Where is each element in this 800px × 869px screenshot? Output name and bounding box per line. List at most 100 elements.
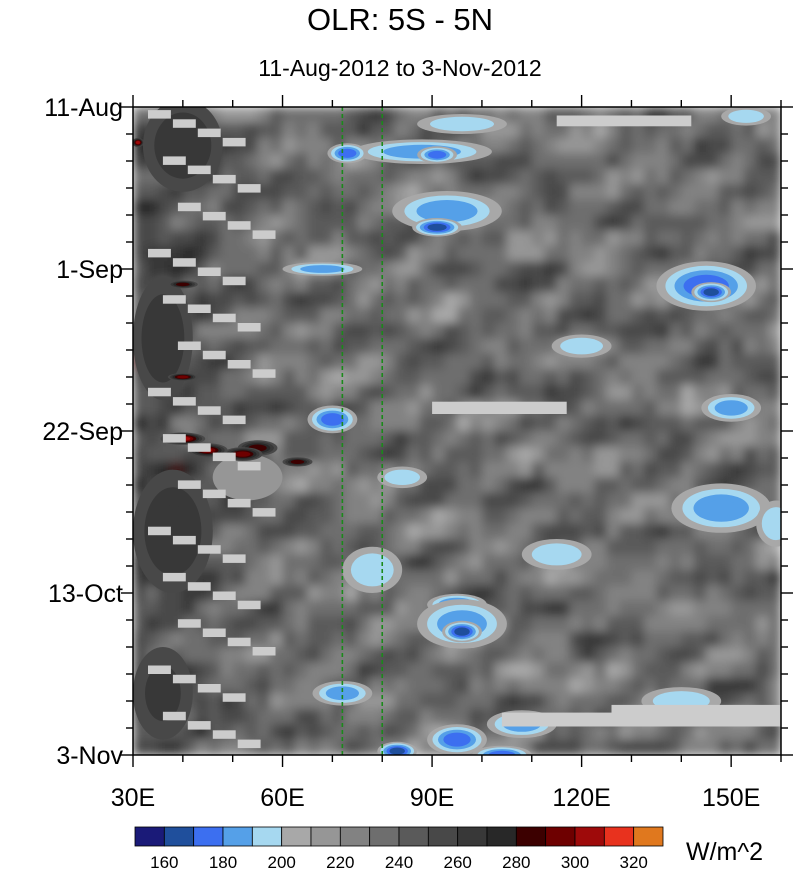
field-cell (768, 122, 781, 139)
contour-shell (442, 119, 482, 129)
field-cell (133, 215, 147, 232)
field-cell (756, 245, 770, 262)
field-cell (581, 693, 595, 710)
field-cell (606, 353, 620, 370)
field-cell (544, 230, 558, 247)
missing-block (148, 526, 171, 536)
field-cell (556, 168, 570, 185)
field-cell (506, 415, 520, 432)
field-cell (332, 168, 346, 185)
convective-cell (282, 457, 313, 467)
field-cell (494, 353, 508, 370)
field-cell (394, 261, 408, 278)
field-cell (295, 137, 309, 154)
field-cell (481, 184, 495, 201)
field-cell (257, 677, 271, 694)
field-cell (369, 245, 383, 262)
field-cell (519, 647, 533, 664)
field-cell (581, 353, 595, 370)
field-cell (619, 415, 633, 432)
field-cell (332, 338, 346, 355)
field-cell (369, 616, 383, 633)
field-cell (656, 508, 670, 525)
field-cell (606, 153, 620, 170)
convective-cell (721, 107, 771, 126)
contour-shell (767, 513, 781, 534)
field-cell (444, 384, 458, 401)
field-cell (133, 400, 147, 417)
field-cell (481, 554, 495, 571)
field-cell (481, 415, 495, 432)
field-cell (756, 215, 770, 232)
field-cell (133, 724, 147, 741)
field-cell (319, 338, 333, 355)
field-cell (220, 600, 234, 617)
y-tick-label: 3-Nov (56, 742, 123, 770)
field-cell (270, 276, 284, 293)
axes: 30E 60E 90E 120E 150E11-Aug1-Sep22-Sep13-Oct… (42, 94, 793, 812)
field-cell (432, 415, 446, 432)
field-cell (145, 261, 159, 278)
field-cell (506, 307, 520, 324)
field-cell (581, 307, 595, 324)
field-cell (756, 323, 770, 340)
field-cell (270, 523, 284, 540)
field-cell (257, 631, 271, 648)
field-cell (531, 307, 545, 324)
field-cell (257, 261, 271, 278)
field-cell (407, 353, 421, 370)
field-cell (693, 446, 707, 463)
field-cell (531, 523, 545, 540)
field-cell (195, 600, 209, 617)
field-cell (668, 523, 682, 540)
field-cell (394, 245, 408, 262)
field-cell (457, 276, 471, 293)
missing-block (172, 119, 196, 128)
field-cell (706, 107, 720, 124)
field-cell (232, 199, 246, 216)
convective-cell (133, 276, 193, 401)
field-cell (731, 461, 745, 478)
field-cell (756, 477, 770, 494)
field-cell (419, 569, 433, 586)
field-cell (681, 724, 695, 741)
field-cell (182, 384, 196, 401)
field-cell (631, 492, 645, 509)
field-cell (768, 261, 781, 278)
field-cell (332, 708, 346, 725)
field-cell (394, 677, 408, 694)
field-cell (419, 276, 433, 293)
field-cell (307, 338, 321, 355)
field-cell (257, 137, 271, 154)
field-cell (506, 492, 520, 509)
field-cell (681, 168, 695, 185)
field-cell (133, 168, 147, 185)
field-cell (668, 199, 682, 216)
field-cell (295, 708, 309, 725)
field-cell (332, 616, 346, 633)
field-cell (319, 168, 333, 185)
field-cell (731, 662, 745, 679)
field-cell (307, 215, 321, 232)
field-cell (270, 677, 284, 694)
field-cell (307, 276, 321, 293)
field-cell (257, 400, 271, 417)
convective-cell (377, 741, 418, 755)
field-cell (506, 384, 520, 401)
field-cell (681, 153, 695, 170)
field-cell (245, 276, 259, 293)
field-cell (245, 122, 259, 139)
field-cell (457, 539, 471, 556)
field-cell (606, 369, 620, 386)
field-cell (606, 724, 620, 741)
field-cell (344, 292, 358, 309)
field-cell (344, 245, 358, 262)
field-cell (768, 184, 781, 201)
field-cell (444, 292, 458, 309)
field-cell (394, 492, 408, 509)
field-cell (357, 600, 371, 617)
field-cell (768, 153, 781, 170)
field-cell (133, 415, 147, 432)
field-cell (706, 122, 720, 139)
